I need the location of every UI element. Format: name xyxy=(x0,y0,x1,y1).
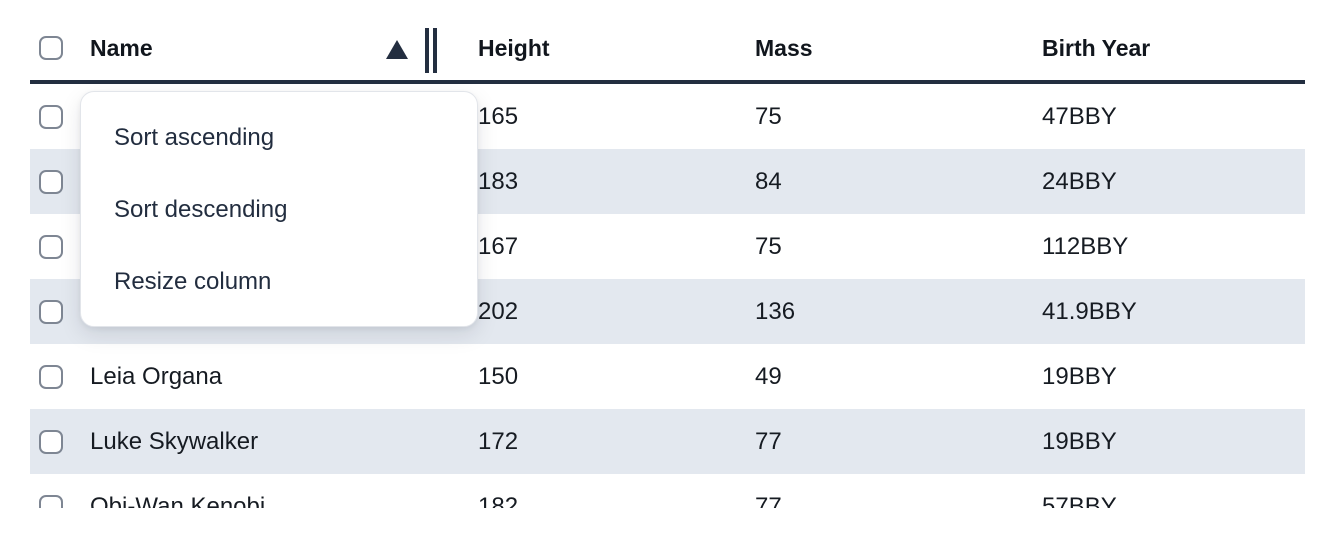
menu-item-sort-descending[interactable]: Sort descending xyxy=(114,196,288,223)
table-row: Obi-Wan Kenobi 182 77 57BBY xyxy=(30,474,1305,508)
header-checkbox-cell xyxy=(30,36,90,60)
cell-name: Luke Skywalker xyxy=(90,427,259,455)
resize-bar xyxy=(433,28,437,73)
cell-height: 165 xyxy=(478,102,519,130)
cell-birth-year: 57BBY xyxy=(1042,492,1117,509)
column-header-birth-year[interactable]: Birth Year xyxy=(1042,34,1151,61)
cell-mass: 136 xyxy=(755,297,796,325)
row-checkbox-cell xyxy=(30,104,90,129)
row-checkbox[interactable] xyxy=(39,104,63,129)
cell-name: Leia Organa xyxy=(90,362,223,390)
cell-name: Obi-Wan Kenobi xyxy=(90,492,266,509)
cell-mass: 75 xyxy=(755,102,782,130)
cell-height: 183 xyxy=(478,167,519,195)
cell-birth-year: 41.9BBY xyxy=(1042,297,1137,325)
row-checkbox-cell xyxy=(30,234,90,259)
row-checkbox-cell xyxy=(30,494,90,508)
cell-mass: 75 xyxy=(755,232,782,260)
menu-item-sort-ascending[interactable]: Sort ascending xyxy=(114,124,275,151)
table-row: Leia Organa 150 49 19BBY xyxy=(30,344,1305,409)
cell-birth-year: 47BBY xyxy=(1042,102,1117,130)
table-row: Luke Skywalker 172 77 19BBY xyxy=(30,409,1305,474)
cell-mass: 49 xyxy=(755,362,782,390)
menu-item-resize-column[interactable]: Resize column xyxy=(114,268,272,295)
cell-birth-year: 19BBY xyxy=(1042,362,1117,390)
column-header-name[interactable]: Name xyxy=(90,34,153,61)
row-checkbox-cell xyxy=(30,429,90,454)
cell-mass: 77 xyxy=(755,492,782,509)
row-checkbox[interactable] xyxy=(39,364,63,389)
cell-height: 172 xyxy=(478,427,519,455)
cell-mass: 84 xyxy=(755,167,782,195)
column-resize-handle-icon[interactable] xyxy=(425,28,437,73)
cell-birth-year: 19BBY xyxy=(1042,427,1117,455)
row-checkbox[interactable] xyxy=(39,494,63,508)
column-header-mass[interactable]: Mass xyxy=(755,34,813,61)
cell-birth-year: 24BBY xyxy=(1042,167,1117,195)
row-checkbox[interactable] xyxy=(39,169,63,194)
cell-height: 167 xyxy=(478,232,519,260)
table-header-row: Name Height Mass Birth Year xyxy=(30,0,1305,84)
select-all-checkbox[interactable] xyxy=(39,36,63,60)
cell-mass: 77 xyxy=(755,427,782,455)
row-checkbox[interactable] xyxy=(39,299,63,324)
column-header-height[interactable]: Height xyxy=(478,34,550,61)
cell-birth-year: 112BBY xyxy=(1042,232,1129,260)
row-checkbox-cell xyxy=(30,169,90,194)
sort-ascending-icon xyxy=(386,40,408,59)
cell-height: 182 xyxy=(478,492,519,509)
row-checkbox-cell xyxy=(30,299,90,324)
resize-bar xyxy=(425,28,429,73)
row-checkbox-cell xyxy=(30,364,90,389)
cell-height: 202 xyxy=(478,297,519,325)
row-checkbox[interactable] xyxy=(39,429,63,454)
cell-height: 150 xyxy=(478,362,519,390)
row-checkbox[interactable] xyxy=(39,234,63,259)
column-context-menu: Sort ascending Sort descending Resize co… xyxy=(80,91,478,327)
